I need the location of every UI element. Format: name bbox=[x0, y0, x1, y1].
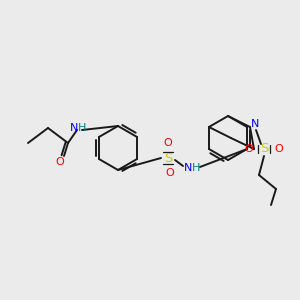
Text: O: O bbox=[56, 157, 64, 167]
Text: O: O bbox=[164, 138, 172, 148]
Text: H: H bbox=[78, 123, 86, 133]
Text: N: N bbox=[70, 123, 78, 133]
Text: O: O bbox=[244, 144, 253, 154]
Text: S: S bbox=[260, 142, 268, 155]
Text: S: S bbox=[164, 152, 172, 164]
Text: N: N bbox=[251, 119, 259, 129]
Text: O: O bbox=[274, 144, 284, 154]
Text: O: O bbox=[166, 168, 174, 178]
Text: H: H bbox=[192, 163, 200, 173]
Text: N: N bbox=[184, 163, 192, 173]
